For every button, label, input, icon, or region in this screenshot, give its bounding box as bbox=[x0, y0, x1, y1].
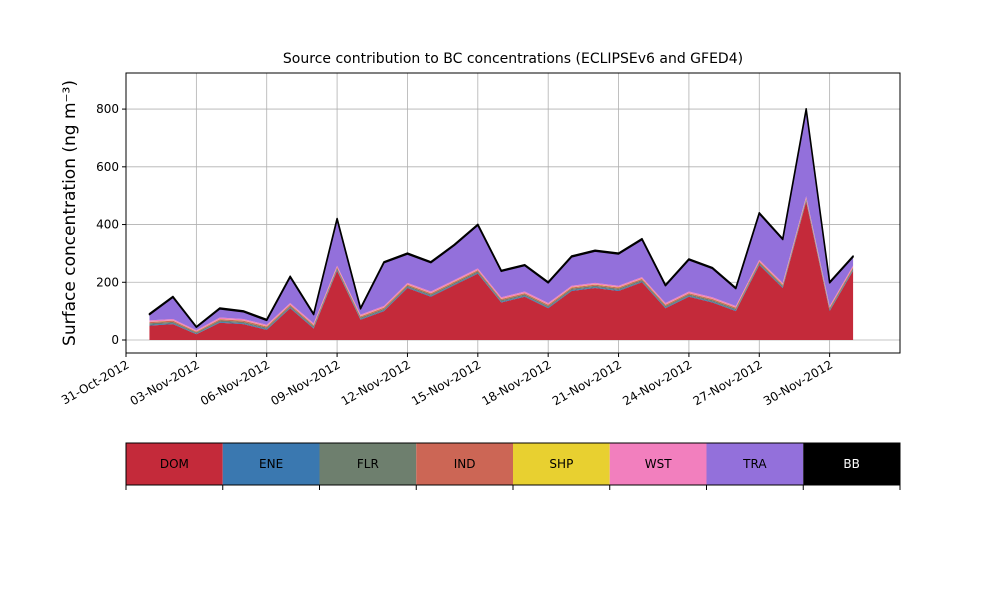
legend-label: IND bbox=[454, 457, 476, 471]
y-tick-label: 800 bbox=[96, 102, 119, 116]
chart-title: Source contribution to BC concentrations… bbox=[283, 51, 743, 67]
legend-swatch bbox=[222, 443, 320, 485]
x-tick-label: 24-Nov-2012 bbox=[620, 357, 694, 408]
legend-frame bbox=[125, 442, 901, 486]
legend-swatch bbox=[803, 443, 900, 485]
y-tick-label: 600 bbox=[96, 160, 119, 174]
x-tick-label: 18-Nov-2012 bbox=[479, 357, 553, 408]
x-tick-label: 15-Nov-2012 bbox=[409, 357, 483, 408]
y-tick-label: 200 bbox=[96, 275, 119, 289]
x-tick-label: 03-Nov-2012 bbox=[128, 357, 202, 408]
legend-label: SHP bbox=[549, 457, 573, 471]
x-tick-label: 30-Nov-2012 bbox=[761, 357, 835, 408]
legend-swatch bbox=[706, 443, 804, 485]
legend-swatch bbox=[609, 443, 707, 485]
area-wst bbox=[149, 196, 854, 332]
x-tick-label: 21-Nov-2012 bbox=[550, 357, 624, 408]
x-tick-label: 12-Nov-2012 bbox=[339, 357, 413, 408]
area-tra bbox=[149, 109, 854, 331]
area-dom bbox=[149, 201, 854, 341]
y-axis-label: Surface concentration (ng m⁻³) bbox=[60, 80, 80, 346]
x-tick-label: 09-Nov-2012 bbox=[268, 357, 342, 408]
legend-label: ENE bbox=[259, 457, 283, 471]
y-tick-label: 400 bbox=[96, 218, 119, 232]
legend-swatch bbox=[513, 443, 610, 485]
x-tick-label: 31-Oct-2012 bbox=[59, 357, 131, 407]
legend-swatch bbox=[126, 443, 223, 485]
legend-label: TRA bbox=[742, 457, 767, 471]
plot-frame bbox=[125, 72, 901, 354]
x-tick-label: 06-Nov-2012 bbox=[198, 357, 272, 408]
y-tick-label: 0 bbox=[111, 333, 119, 347]
legend-label: DOM bbox=[160, 457, 189, 471]
legend-label: WST bbox=[645, 457, 672, 471]
legend-label: FLR bbox=[357, 457, 379, 471]
area-bb bbox=[148, 108, 854, 329]
x-tick-label: 27-Nov-2012 bbox=[691, 357, 765, 408]
legend-label: BB bbox=[843, 457, 859, 471]
legend-swatch bbox=[416, 443, 513, 485]
legend-swatch bbox=[319, 443, 417, 485]
